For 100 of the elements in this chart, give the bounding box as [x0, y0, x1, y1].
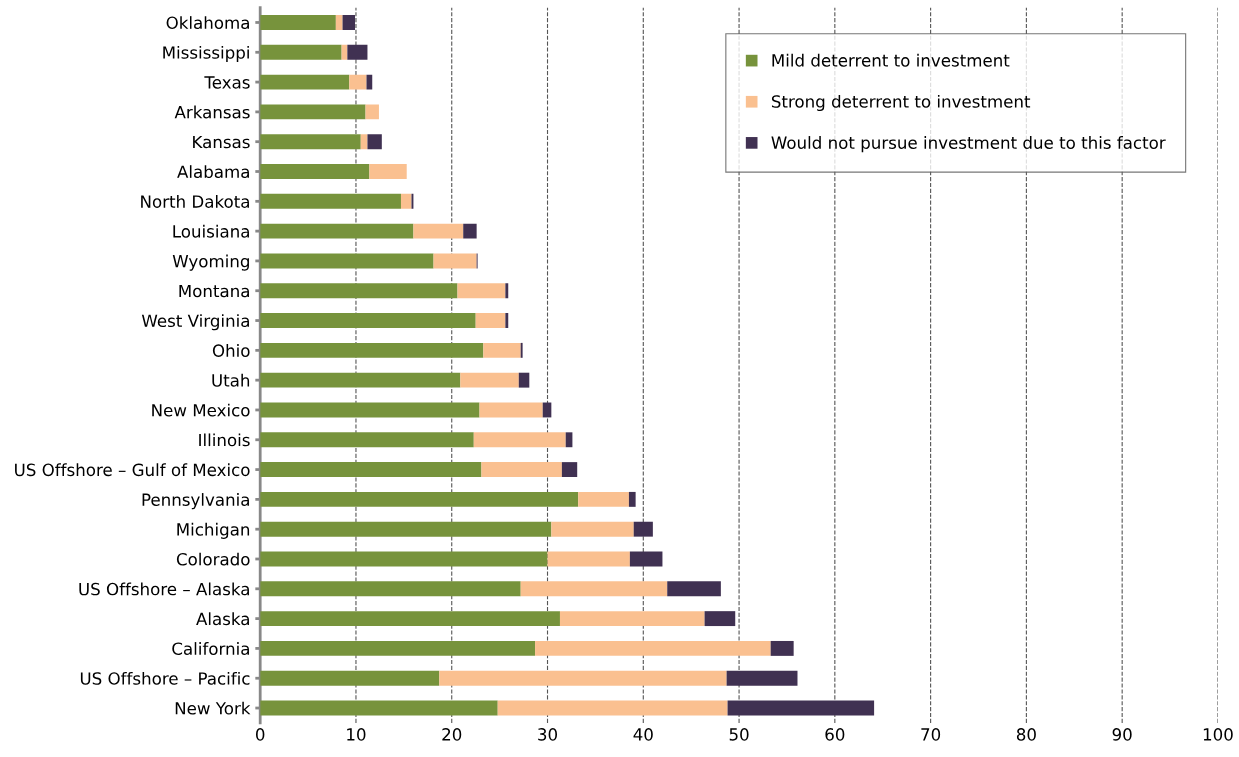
bar	[260, 104, 366, 120]
y-tick-label: Illinois	[199, 433, 250, 447]
bar	[260, 15, 336, 30]
legend-label: Strong deterrent to investment	[771, 94, 1031, 112]
y-tick-label: Pennsylvania	[142, 493, 249, 510]
y-tick-label: West Virginia	[141, 314, 249, 331]
bar	[497, 700, 728, 716]
bar	[559, 611, 705, 627]
bar	[413, 223, 464, 239]
bar	[260, 521, 552, 537]
bar	[561, 462, 578, 478]
bar	[260, 700, 498, 716]
bar	[260, 372, 461, 388]
bar	[260, 432, 474, 448]
x-tick-label: 100	[1203, 728, 1233, 741]
bar	[518, 372, 530, 388]
x-tick-label: 10	[347, 728, 366, 741]
y-tick-label: US Offshore – Gulf of Mexico	[15, 463, 250, 477]
bar	[369, 164, 407, 179]
bar	[505, 313, 509, 328]
bar	[260, 342, 484, 358]
y-tick-label: Ohio	[212, 344, 250, 357]
bar	[578, 491, 629, 507]
legend-label: Mild deterrent to investment	[772, 53, 1010, 67]
y-tick-label: US Offshore – Pacific	[80, 671, 250, 685]
bar	[520, 581, 668, 597]
bar	[481, 462, 562, 478]
y-tick-label: Montana	[179, 284, 249, 298]
y-tick-label: New York	[175, 701, 251, 715]
y-tick-label: Texas	[204, 76, 250, 89]
bar	[366, 74, 373, 90]
bar	[260, 223, 414, 239]
bar	[628, 491, 636, 507]
x-tick-label: 70	[921, 728, 941, 741]
x-tick-label: 60	[825, 728, 845, 741]
x-tick-label: 80	[1016, 728, 1036, 741]
bar	[260, 402, 480, 418]
bar	[260, 74, 350, 90]
bar	[433, 253, 477, 269]
y-tick-label: North Dakota	[141, 194, 249, 208]
bar	[367, 134, 382, 150]
bar	[260, 611, 560, 627]
bar	[260, 551, 548, 567]
bar	[439, 670, 727, 686]
y-tick-label: Alaska	[196, 612, 249, 626]
bar	[260, 462, 482, 478]
bar	[460, 372, 519, 388]
bar	[479, 402, 543, 418]
y-tick-label: California	[172, 642, 249, 655]
bar	[463, 223, 477, 239]
x-tick-label: 90	[1112, 728, 1132, 741]
y-tick-label: Alabama	[177, 165, 249, 179]
bar	[727, 700, 875, 716]
bar	[726, 670, 798, 686]
bar	[565, 432, 573, 448]
bar	[551, 521, 634, 537]
bar	[260, 491, 579, 507]
bar	[475, 313, 506, 328]
bar	[260, 134, 361, 150]
y-tick-label: Kansas	[193, 135, 250, 149]
y-tick-label: US Offshore – Alaska	[79, 582, 249, 596]
bar	[260, 193, 401, 209]
bar	[473, 432, 566, 448]
bar	[400, 193, 412, 209]
x-tick-label: 30	[538, 728, 558, 741]
y-tick-label: Colorado	[176, 552, 250, 566]
bar	[505, 283, 509, 299]
x-tick-label: 40	[633, 728, 653, 741]
x-tick-label: 0	[255, 728, 265, 741]
bar	[704, 611, 736, 627]
bar	[547, 551, 630, 567]
bar	[535, 640, 771, 656]
bar	[260, 581, 521, 597]
bar	[483, 342, 521, 358]
y-tick-label: Arkansas	[174, 105, 250, 119]
y-tick-label: Mississippi	[163, 45, 249, 63]
bar	[770, 640, 794, 656]
bar	[260, 44, 342, 60]
bar	[629, 551, 663, 567]
bar	[633, 521, 653, 537]
bar	[457, 283, 506, 299]
bar	[260, 283, 458, 299]
bar	[342, 15, 356, 30]
bar	[365, 104, 379, 120]
y-tick-label: Louisiana	[173, 224, 249, 238]
y-tick-label: Wyoming	[172, 254, 249, 271]
x-tick-label: 20	[442, 728, 462, 741]
y-tick-label: New Mexico	[152, 403, 250, 417]
bar	[260, 164, 370, 179]
bar	[335, 15, 343, 30]
x-tick-label: 50	[729, 728, 749, 741]
y-tick-label: Utah	[212, 373, 250, 387]
bar	[260, 313, 476, 328]
bar	[260, 640, 536, 656]
y-tick-label: Oklahoma	[166, 16, 249, 30]
bar	[347, 44, 368, 60]
legend-label: Would not pursue investment due to this factor	[771, 136, 1166, 153]
bar	[360, 134, 368, 150]
bar	[260, 670, 440, 686]
bar	[349, 74, 367, 90]
